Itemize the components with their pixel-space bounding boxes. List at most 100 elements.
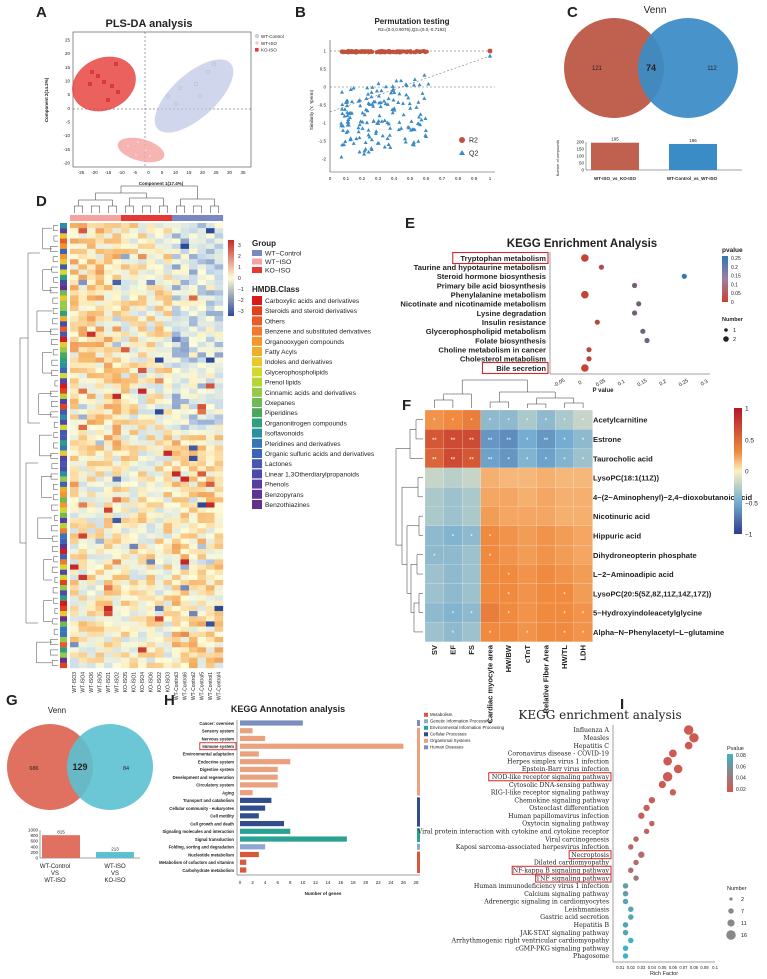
heatmap-cell: [189, 626, 198, 632]
heatmap-cell: [138, 316, 147, 322]
heatmap-cell: [206, 580, 215, 586]
heatmap-cell: [121, 274, 130, 281]
heatmap-cell: [206, 310, 215, 317]
heatmap-cell: [121, 600, 130, 607]
heatmap-cell: [70, 300, 79, 306]
heatmap-cell: [104, 290, 113, 296]
heatmap-cell: [78, 388, 88, 394]
heatmap-cell: [180, 367, 190, 374]
heatmap-cell: [214, 517, 224, 524]
perm-point-q2: [354, 136, 359, 141]
perm-point-q2: [387, 133, 392, 137]
heatmap-cell: [189, 616, 198, 622]
kegg-i-xtick: 0.04: [648, 965, 657, 970]
heatmap-cell: [129, 523, 139, 529]
perm-point-q2: [363, 147, 368, 151]
kegg-i-dot: [633, 859, 639, 866]
kegg-h-bar: [240, 735, 266, 742]
corr-cell-significance: *: [508, 612, 511, 618]
heatmap-cell: [180, 228, 190, 234]
heatmap-cell: [138, 321, 147, 327]
heatmap-cell: [155, 367, 164, 374]
heatmap-sample-label: KO-ISO1: [131, 672, 137, 693]
heatmap-cell: [138, 492, 147, 498]
heatmap-cell: [95, 585, 105, 591]
heatmap-cell: [129, 647, 139, 653]
heatmap-cell: [129, 254, 139, 260]
heatmap-cell: [129, 636, 139, 643]
heatmap-cell: [146, 647, 156, 653]
heatmap-cell: [138, 290, 147, 296]
heatmap-cell: [104, 373, 113, 379]
heatmap-class-cell: [60, 228, 67, 234]
heatmap-cell: [95, 554, 105, 560]
kegg-e-xtick: 0.25: [678, 378, 690, 388]
heatmap-cell: [112, 238, 122, 244]
venn-c-bar-ytick: 150: [576, 147, 584, 152]
venn-g-bar-label-1-line3: WT-ISO: [44, 878, 66, 884]
heatmap-cell: [138, 559, 147, 565]
heatmap-cell: [214, 243, 224, 250]
heatmap-class-legend-swatch: [252, 500, 262, 509]
heatmap-cell: [155, 507, 164, 513]
heatmap-cell: [138, 611, 147, 617]
heatmap-cell: [172, 642, 181, 648]
heatmap-class-cell: [60, 548, 67, 555]
corr-cell-significance: *: [470, 419, 473, 425]
heatmap-cell: [155, 243, 164, 250]
heatmap-cell: [197, 647, 207, 653]
heatmap-cell: [129, 347, 139, 353]
heatmap-cell: [138, 543, 147, 550]
heatmap-class-cell: [60, 378, 67, 384]
heatmap-cell: [87, 445, 96, 451]
heatmap-cell: [78, 611, 88, 617]
heatmap-cell: [95, 621, 105, 627]
heatmap-cell: [172, 636, 181, 643]
heatmap-cell: [138, 424, 147, 431]
heatmap-cell: [180, 243, 190, 250]
heatmap-cell: [197, 543, 207, 550]
heatmap-cell: [189, 652, 198, 658]
heatmap-cell: [214, 248, 224, 255]
heatmap-class-legend-label: Phenols: [265, 482, 290, 489]
heatmap-sample-label: WT-ISO1: [106, 672, 112, 693]
heatmap-cell: [180, 409, 190, 415]
heatmap-sample-label: WT-ISO4: [80, 672, 86, 693]
heatmap-cell: [78, 554, 88, 560]
perm-point-r2-original: [487, 48, 493, 54]
heatmap-cell: [206, 435, 215, 441]
heatmap-cell: [189, 233, 198, 239]
heatmap-cell: [129, 455, 139, 462]
heatmap-cell: [180, 398, 190, 405]
heatmap-cell: [78, 362, 88, 369]
heatmap-cell: [104, 605, 113, 612]
heatmap-cell: [95, 528, 105, 534]
perm-point-q2: [370, 85, 375, 89]
heatmap-cell: [155, 461, 164, 467]
kegg-e-pvalue-tick: 0.2: [731, 265, 738, 271]
heatmap-cell: [112, 285, 122, 291]
pls-point-wt-iso: [134, 153, 138, 157]
heatmap-cell: [112, 342, 122, 348]
heatmap-cell: [197, 497, 207, 503]
heatmap-cell: [121, 316, 130, 322]
heatmap-cell: [163, 600, 173, 607]
heatmap-cell: [112, 647, 122, 653]
heatmap-cell: [112, 393, 122, 400]
heatmap-cells: [70, 223, 224, 669]
heatmap-cell: [189, 362, 198, 369]
kegg-h-xtick: 20: [363, 880, 369, 885]
kegg-e-dot: [594, 319, 600, 325]
heatmap-cell: [78, 429, 88, 436]
heatmap-cell: [121, 233, 130, 239]
heatmap-cell: [155, 414, 164, 420]
kegg-i-pvalue-tick: 0.04: [736, 776, 746, 782]
heatmap-cell: [87, 409, 96, 415]
heatmap-cell: [180, 305, 190, 312]
heatmap-cell: [70, 259, 79, 265]
heatmap-cell: [146, 352, 156, 358]
heatmap-cell: [214, 533, 224, 539]
perm-xtick: 0.7: [439, 176, 446, 181]
heatmap-cell: [189, 533, 198, 539]
